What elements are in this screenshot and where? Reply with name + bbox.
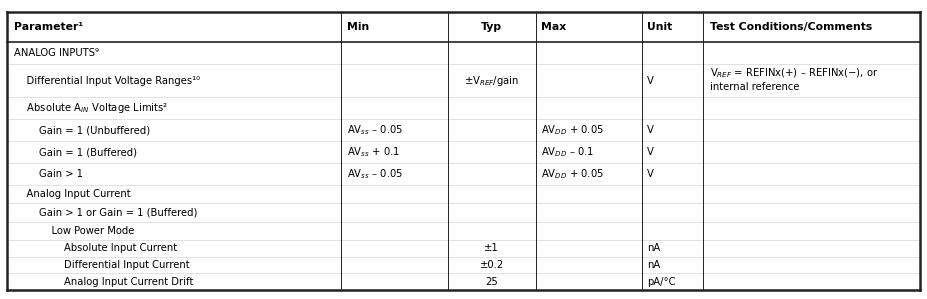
Text: V: V (647, 169, 654, 179)
Text: AV$_{DD}$ – 0.1: AV$_{DD}$ – 0.1 (541, 145, 594, 159)
Text: V$_{REF}$ = REFINx(+) – REFINx(−), or: V$_{REF}$ = REFINx(+) – REFINx(−), or (710, 67, 879, 80)
Text: AV$_{ss}$ + 0.1: AV$_{ss}$ + 0.1 (347, 145, 400, 159)
Text: V: V (647, 147, 654, 157)
Text: Analog Input Current: Analog Input Current (14, 189, 131, 199)
Text: V: V (647, 125, 654, 135)
Text: AV$_{ss}$ – 0.05: AV$_{ss}$ – 0.05 (347, 123, 403, 137)
Text: nA: nA (647, 260, 660, 270)
Text: Test Conditions/Comments: Test Conditions/Comments (710, 22, 872, 32)
Text: Absolute A$_{IN}$ Voltage Limits²: Absolute A$_{IN}$ Voltage Limits² (14, 101, 168, 115)
Text: AV$_{ss}$ – 0.05: AV$_{ss}$ – 0.05 (347, 167, 403, 181)
Text: AV$_{DD}$ + 0.05: AV$_{DD}$ + 0.05 (541, 167, 604, 181)
Text: Min: Min (347, 22, 369, 32)
Text: Gain > 1: Gain > 1 (14, 169, 83, 179)
Text: Parameter¹: Parameter¹ (14, 22, 83, 32)
Text: Low Power Mode: Low Power Mode (14, 226, 134, 236)
Text: Max: Max (541, 22, 566, 32)
Text: ±0.2: ±0.2 (479, 260, 504, 270)
Text: Unit: Unit (647, 22, 672, 32)
Text: 25: 25 (486, 277, 498, 287)
Bar (7, 12, 920, 42)
Text: internal reference: internal reference (710, 82, 800, 92)
Text: Differential Input Voltage Ranges¹⁰: Differential Input Voltage Ranges¹⁰ (14, 76, 200, 86)
Text: ANALOG INPUTS⁹: ANALOG INPUTS⁹ (14, 48, 99, 58)
Text: AV$_{DD}$ + 0.05: AV$_{DD}$ + 0.05 (541, 123, 604, 137)
Text: ±V$_{REF}$/gain: ±V$_{REF}$/gain (464, 74, 519, 88)
Text: Gain = 1 (Buffered): Gain = 1 (Buffered) (14, 147, 137, 157)
Text: Analog Input Current Drift: Analog Input Current Drift (14, 277, 194, 287)
Text: Gain > 1 or Gain = 1 (Buffered): Gain > 1 or Gain = 1 (Buffered) (14, 208, 197, 217)
Text: V: V (647, 76, 654, 86)
Text: nA: nA (647, 243, 660, 253)
Text: Typ: Typ (481, 22, 502, 32)
Text: Absolute Input Current: Absolute Input Current (14, 243, 177, 253)
Text: Differential Input Current: Differential Input Current (14, 260, 189, 270)
Text: pA/°C: pA/°C (647, 277, 676, 287)
Text: Gain = 1 (Unbuffered): Gain = 1 (Unbuffered) (14, 125, 150, 135)
Text: ±1: ±1 (485, 243, 499, 253)
